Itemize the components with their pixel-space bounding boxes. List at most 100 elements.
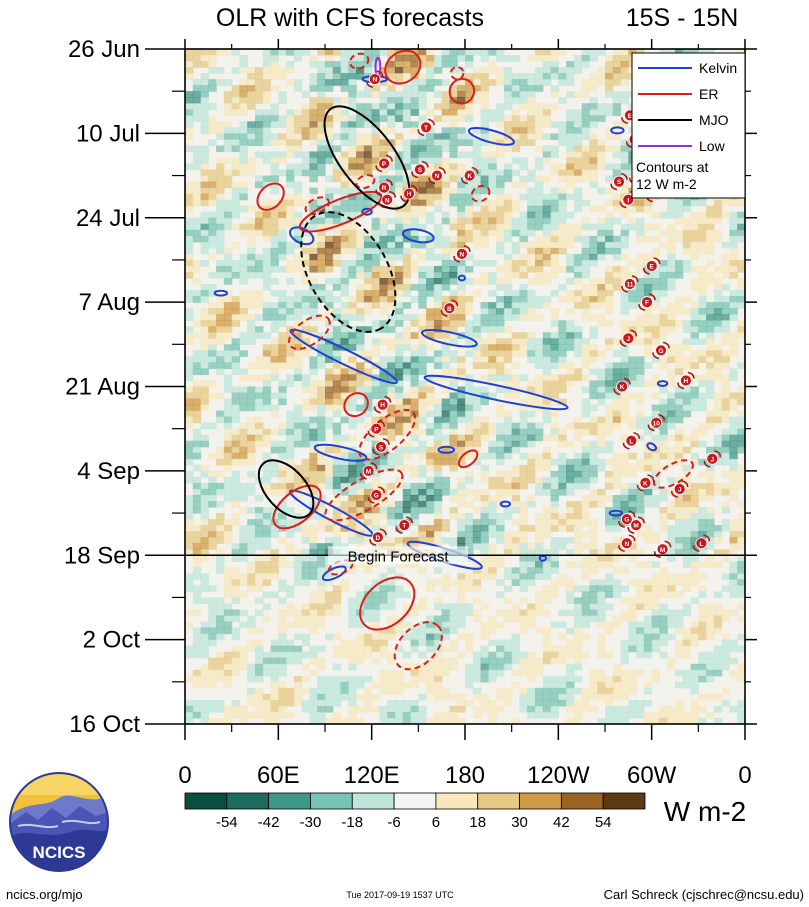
storm-marker-2: S	[411, 160, 429, 179]
footer-timestamp: Tue 2017-09-19 1537 UTC	[346, 890, 454, 900]
storm-swirl-top	[658, 413, 666, 421]
storm-marker-16: T	[395, 516, 414, 534]
storm-swirl-top	[653, 257, 661, 265]
storm-swirl-bottom	[460, 177, 468, 185]
legend-label-2: MJO	[699, 112, 729, 128]
storm-letter: S	[379, 444, 384, 451]
kelvin-contour-9	[420, 329, 478, 348]
storm-marker-9: N	[453, 245, 471, 263]
colorbar-swatch-1	[226, 792, 270, 810]
kelvin-contour-5	[401, 228, 435, 244]
storm-letter: R	[382, 185, 387, 192]
kelvin-contour-10	[423, 374, 569, 411]
storm-icon	[431, 169, 443, 182]
storm-icon	[370, 489, 383, 501]
storm-icon	[420, 121, 433, 134]
kelvin-contour-8	[289, 328, 398, 385]
storm-swirl-bottom	[411, 171, 419, 179]
begin-forecast-label: Begin Forecast	[348, 548, 450, 565]
storm-swirl-bottom	[400, 195, 408, 203]
storm-marker-11: H	[373, 395, 392, 414]
storm-icon	[625, 434, 638, 447]
storm-letter: K	[467, 173, 472, 180]
storm-swirl-bottom	[619, 201, 627, 209]
storm-letter: J	[710, 456, 714, 463]
storm-swirl-top	[681, 480, 689, 488]
storm-icon	[706, 452, 719, 465]
footer-url[interactable]: ncics.org/mjo	[6, 887, 83, 902]
storm-swirl-bottom	[703, 460, 711, 468]
storm-marker-36: G	[618, 510, 636, 528]
storm-marker-39: L	[692, 534, 711, 552]
storm-swirl-top	[370, 462, 378, 469]
kelvin-contour-12	[437, 445, 456, 454]
storm-letter: P	[382, 161, 387, 168]
colorbar-units: W m-2	[664, 796, 746, 827]
storm-swirl-bottom	[636, 484, 644, 492]
y-tick-label-1: 10 Jul	[76, 120, 140, 147]
storm-swirl-top	[623, 377, 631, 385]
storm-letter: 11	[626, 282, 633, 289]
storm-letter: L	[629, 438, 633, 445]
storm-icon	[378, 157, 391, 170]
storm-swirl-bottom	[692, 545, 700, 552]
x-tick-label-5: 60W	[627, 762, 677, 789]
storm-marker-34: K	[636, 474, 655, 492]
storm-icon	[616, 380, 628, 393]
storm-swirl-top	[463, 245, 471, 252]
storm-marker-13: S	[372, 438, 390, 456]
storm-swirl-top	[379, 528, 387, 536]
storm-swirl-top	[637, 516, 645, 524]
storm-letter: S	[418, 167, 423, 174]
kelvin-contour-17	[608, 509, 624, 517]
colorbar-swatch-8	[519, 792, 562, 810]
storm-icon	[695, 537, 708, 550]
mjo-contour-0	[323, 105, 411, 210]
er-contour-16	[393, 621, 443, 671]
colorbar-label-1: -42	[258, 814, 280, 831]
storm-swirl-top	[633, 432, 641, 439]
storm-letter: M	[366, 469, 371, 476]
storm-marker-29: H	[677, 371, 695, 390]
storm-icon	[641, 296, 653, 309]
storm-swirl-top	[384, 395, 392, 403]
legend-box	[631, 52, 746, 199]
colorbar-label-2: -30	[300, 814, 322, 831]
storm-swirl-bottom	[619, 340, 627, 348]
storm-icon	[622, 332, 635, 345]
storm-swirl-bottom	[610, 183, 618, 191]
er-contour-6	[355, 174, 376, 190]
storm-swirl-top	[376, 70, 384, 78]
storm-letter: N	[624, 541, 629, 548]
storm-swirl-bottom	[367, 430, 375, 438]
storm-swirl-bottom	[613, 388, 621, 396]
storm-letter: B	[447, 306, 452, 313]
kelvin-contour-11	[313, 443, 368, 462]
storm-swirl-bottom	[378, 201, 386, 209]
begin-forecast-label-bg	[328, 546, 469, 565]
storm-icon	[620, 513, 633, 525]
storm-swirl-bottom	[618, 521, 625, 528]
x-tick-label-6: 0	[738, 762, 751, 789]
storm-letter: S	[617, 179, 622, 186]
storm-marker-31: 10	[647, 413, 666, 432]
kelvin-contour-1	[467, 127, 515, 146]
kelvin-contour-7	[457, 274, 466, 282]
storm-marker-0: N	[366, 70, 384, 88]
storm-swirl-top	[471, 166, 479, 174]
y-tick-label-6: 18 Sep	[64, 542, 140, 569]
storm-icon	[375, 440, 387, 453]
chart-title: OLR with CFS forecasts	[216, 4, 484, 32]
storm-icon	[622, 193, 635, 206]
er-contour-13	[272, 484, 322, 530]
colorbar-swatch-4	[351, 792, 395, 810]
storm-swirl-top	[687, 371, 695, 379]
y-tick-label-3: 7 Aug	[79, 289, 140, 316]
legend-label-1: ER	[699, 86, 718, 102]
storm-swirl-bottom	[670, 490, 678, 498]
storm-swirl-bottom	[417, 129, 425, 137]
storm-marker-3: H	[400, 184, 418, 203]
storm-icon	[362, 464, 375, 477]
